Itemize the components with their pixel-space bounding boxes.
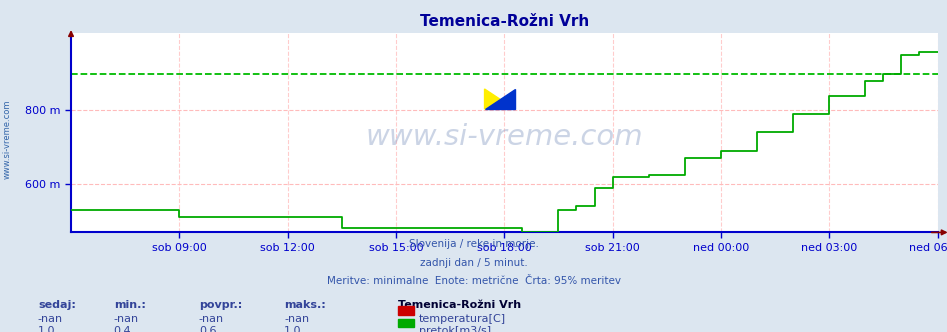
Text: -nan: -nan — [38, 314, 63, 324]
Title: Temenica-Rožni Vrh: Temenica-Rožni Vrh — [420, 14, 589, 29]
Polygon shape — [485, 89, 514, 109]
Text: temperatura[C]: temperatura[C] — [419, 314, 506, 324]
Text: Slovenija / reke in morje.: Slovenija / reke in morje. — [408, 239, 539, 249]
Text: pretok[m3/s]: pretok[m3/s] — [419, 326, 491, 332]
Text: zadnji dan / 5 minut.: zadnji dan / 5 minut. — [420, 258, 527, 268]
Text: maks.:: maks.: — [284, 300, 326, 310]
Text: -nan: -nan — [199, 314, 224, 324]
Text: Meritve: minimalne  Enote: metrične  Črta: 95% meritev: Meritve: minimalne Enote: metrične Črta:… — [327, 276, 620, 286]
Text: 1,0: 1,0 — [38, 326, 55, 332]
Text: 0,4: 0,4 — [114, 326, 132, 332]
Text: www.si-vreme.com: www.si-vreme.com — [3, 100, 12, 179]
Text: Temenica-Rožni Vrh: Temenica-Rožni Vrh — [398, 300, 521, 310]
Text: -nan: -nan — [114, 314, 139, 324]
Text: www.si-vreme.com: www.si-vreme.com — [366, 123, 643, 151]
Text: povpr.:: povpr.: — [199, 300, 242, 310]
Text: -nan: -nan — [284, 314, 310, 324]
Text: min.:: min.: — [114, 300, 146, 310]
Text: 0,6: 0,6 — [199, 326, 216, 332]
Polygon shape — [485, 89, 514, 109]
Text: sedaj:: sedaj: — [38, 300, 76, 310]
Text: 1,0: 1,0 — [284, 326, 301, 332]
